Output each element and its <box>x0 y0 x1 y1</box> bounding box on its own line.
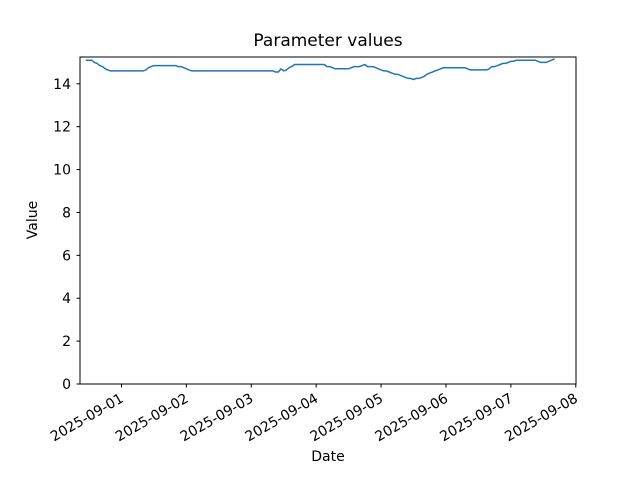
y-tick-label: 12 <box>53 120 71 136</box>
y-tick-label: 8 <box>62 205 71 221</box>
y-tick-label: 2 <box>62 334 71 350</box>
y-tick-label: 14 <box>53 77 71 93</box>
y-tick-label: 6 <box>62 248 71 264</box>
x-axis: 2025-09-012025-09-022025-09-032025-09-04… <box>48 384 581 445</box>
y-axis: 0 2 4 6 8 10 12 14 <box>53 77 80 393</box>
x-tick-label: 2025-09-01 <box>48 391 126 446</box>
x-tick-label: 2025-09-04 <box>243 391 322 446</box>
x-tick-label: 2025-09-06 <box>372 391 451 446</box>
data-line <box>85 58 555 81</box>
x-tick-label: 2025-09-08 <box>502 391 580 446</box>
chart-title: Parameter values <box>253 31 402 51</box>
y-axis-label: Value <box>25 201 41 239</box>
y-tick-label: 0 <box>62 377 71 393</box>
x-tick-label: 2025-09-05 <box>308 391 386 446</box>
x-tick-label: 2025-09-02 <box>113 391 191 446</box>
y-tick-label: 4 <box>62 291 71 307</box>
x-axis-label: Date <box>311 449 344 465</box>
x-tick-label: 2025-09-03 <box>178 391 256 446</box>
y-tick-label: 10 <box>53 163 71 179</box>
x-tick-label: 2025-09-07 <box>437 391 515 446</box>
plot-border <box>79 56 577 385</box>
